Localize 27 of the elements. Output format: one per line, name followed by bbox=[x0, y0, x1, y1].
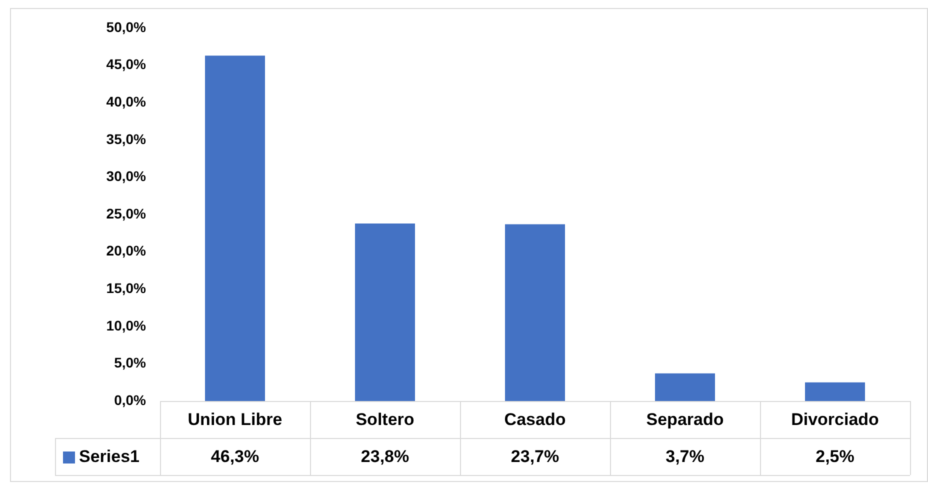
y-tick-label: 30,0% bbox=[106, 168, 147, 184]
bar bbox=[505, 224, 565, 401]
data-label: 46,3% bbox=[210, 447, 260, 466]
x-tick-label: Divorciado bbox=[791, 410, 879, 430]
data-label: 23,7% bbox=[510, 447, 560, 466]
legend-label: Series1 bbox=[79, 447, 140, 466]
y-tick-label: 10,0% bbox=[106, 317, 147, 334]
bar bbox=[655, 373, 715, 401]
y-tick-label: 0,0% bbox=[114, 392, 147, 408]
y-tick-label: 45,0% bbox=[106, 56, 147, 72]
y-tick-label: 5,0% bbox=[114, 354, 147, 371]
bar bbox=[355, 223, 415, 401]
x-tick-label: Soltero bbox=[356, 410, 414, 430]
x-tick-label: Casado bbox=[504, 410, 566, 430]
data-label: 23,8% bbox=[360, 447, 410, 466]
y-tick-label: 15,0% bbox=[106, 280, 147, 296]
y-tick-label: 35,0% bbox=[106, 130, 147, 147]
bar bbox=[805, 382, 865, 401]
data-label: 3,7% bbox=[666, 447, 704, 466]
x-tick-label: Separado bbox=[646, 410, 724, 430]
y-tick-label: 25,0% bbox=[106, 205, 147, 222]
data-label: 2,5% bbox=[816, 447, 854, 466]
x-tick-label: Union Libre bbox=[188, 410, 282, 430]
bar bbox=[205, 56, 265, 401]
y-tick-label: 50,0% bbox=[106, 18, 147, 35]
y-tick-label: 40,0% bbox=[106, 93, 147, 110]
y-tick-label: 20,0% bbox=[106, 242, 147, 259]
